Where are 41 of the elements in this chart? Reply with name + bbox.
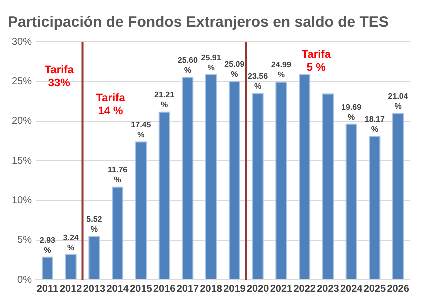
x-tick-label: 2021 (270, 284, 293, 295)
data-label: 5.52 % (86, 215, 103, 234)
y-tick-label: 5% (18, 235, 32, 246)
x-tick-label: 2018 (200, 284, 223, 295)
y-tick-label: 0% (18, 274, 32, 286)
data-label: 11.76 % (108, 166, 128, 185)
x-tick-label: 2020 (246, 284, 270, 295)
data-label: 19.69 % (342, 102, 362, 122)
annotation: Tarifa 5 % (302, 48, 332, 74)
annotation: Tarifa 14 % (96, 92, 126, 118)
x-tick-label: 2026 (387, 284, 410, 295)
x-tick-label: 2016 (153, 284, 176, 295)
x-tick-label: 2024 (340, 284, 364, 295)
data-label: 18.17 % (364, 114, 386, 134)
chart-title: Participación de Fondos Extranjeros en saldo de TES (8, 14, 389, 32)
x-tick-label: 2017 (176, 284, 200, 295)
y-tick-label: 20% (12, 116, 32, 128)
x-tick-label: 2012 (60, 284, 83, 295)
x-tick-label: 2013 (83, 284, 106, 295)
data-label: 25.09 % (224, 60, 246, 79)
data-label: 25.60 % (178, 56, 198, 75)
x-tick-label: 2011 (36, 284, 59, 295)
data-label: 24.99 % (271, 60, 292, 80)
data-label: 25.91 % (201, 53, 222, 72)
y-tick-label: 15% (12, 156, 32, 167)
y-tick-label: 25% (12, 76, 32, 88)
x-tick-label: 2022 (294, 284, 316, 295)
data-label: 17.45 % (131, 120, 152, 140)
data-label: 23.56 % (248, 72, 269, 92)
data-label: 3.24 % (63, 233, 80, 252)
data-label: 21.21 % (154, 90, 176, 110)
x-tick-label: 2015 (130, 284, 153, 295)
x-tick-label: 2014 (106, 284, 130, 295)
data-label: 21.04 % (388, 92, 409, 112)
y-tick-label: 10% (12, 195, 32, 206)
ref-line-label: Tarifa 33% (44, 64, 75, 90)
x-tick-label: 2023 (317, 284, 340, 295)
x-tick-label: 2025 (364, 284, 386, 295)
x-tick-label: 2019 (224, 284, 246, 295)
y-tick-label: 30% (12, 36, 32, 48)
data-label: 2.93 % (40, 236, 56, 255)
